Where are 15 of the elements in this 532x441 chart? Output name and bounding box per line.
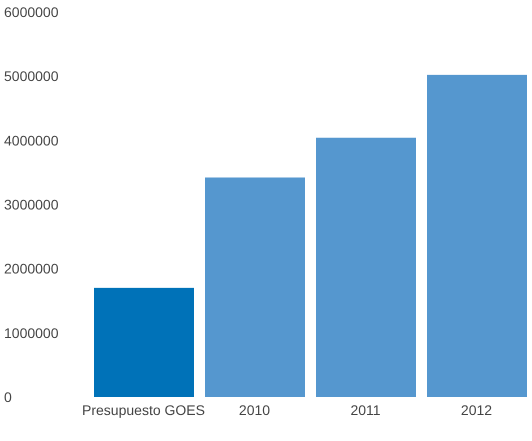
y-tick-label: 3000000	[4, 196, 59, 212]
x-tick-label: 2011	[350, 402, 381, 418]
bar	[94, 288, 194, 397]
x-tick-label: 2012	[460, 402, 492, 418]
x-tick-label: 2010	[238, 402, 270, 418]
y-tick-label: 6000000	[4, 4, 59, 20]
y-tick-label: 2000000	[4, 260, 59, 277]
bar	[427, 74, 527, 397]
bar	[205, 178, 305, 397]
x-tick-label: Presupuesto GOES	[82, 402, 205, 418]
y-tick-label: 5000000	[4, 68, 59, 84]
y-tick-label: 4000000	[4, 132, 59, 148]
bar	[316, 138, 416, 397]
y-tick-label: 1000000	[4, 324, 59, 341]
y-tick-label: 0	[4, 388, 12, 405]
